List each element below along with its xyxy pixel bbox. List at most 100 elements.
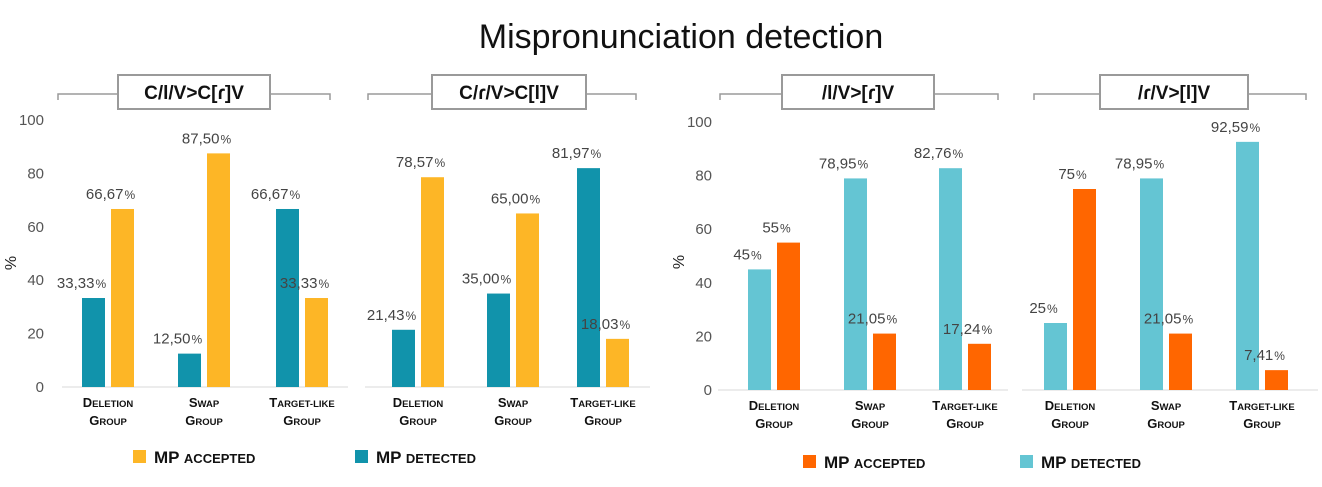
data-label-accepted-deletion-group: 75% (1058, 166, 1087, 183)
category-label-target-like-group-line2: GROUP (946, 416, 984, 431)
bar-detected-deletion-group (748, 269, 771, 390)
bar-detected-swap-group (844, 178, 867, 390)
bar-detected-swap-group (1140, 178, 1163, 390)
data-label-detected-swap-group: 78,95% (819, 155, 869, 172)
data-label-accepted-target-like-group: 17,24% (943, 321, 993, 338)
panel-title-box (781, 74, 935, 110)
chart-panel-1: C/l/V>C[ɾ]V 33,33% 66,67% DELETION GROUP 12,5… (57, 74, 348, 428)
y-axes: 0 20 40 60 80 100% 0 20 40 60 80 100% (3, 112, 712, 399)
bar-detected-target-like-group (1236, 141, 1259, 390)
data-label-accepted-swap-group: 65,00% (491, 190, 541, 207)
category-label-deletion-group-line2: GROUP (1051, 416, 1089, 431)
bar-accepted-target-like-group (305, 298, 328, 387)
legend-label-detected: MP DETECTED (376, 448, 476, 467)
y-tick-label: 0 (36, 379, 44, 396)
category-label-target-like-group: TARGET-LIKE (1229, 398, 1294, 413)
bar-accepted-swap-group (873, 333, 896, 390)
y-tick-label: 40 (27, 272, 44, 289)
panel-title: C/l/V>C[ɾ]V (144, 83, 244, 104)
bar-detected-target-like-group (939, 168, 962, 390)
legend-swatch-accepted (133, 450, 146, 463)
bar-detected-target-like-group (276, 208, 299, 387)
data-label-detected-deletion-group: 33,33% (57, 275, 107, 292)
y-tick-label: 80 (27, 165, 44, 182)
y-axis-2: 0 20 40 60 80 100% (671, 114, 712, 399)
category-label-deletion-group: DELETION (749, 398, 800, 413)
data-label-detected-swap-group: 12,50% (153, 331, 203, 348)
y-axis-label: % (671, 255, 688, 269)
data-label-accepted-swap-group: 87,50% (182, 130, 232, 147)
y-tick-label: 20 (27, 326, 44, 343)
category-label-swap-group-line2: GROUP (1147, 416, 1185, 431)
panel-title-box (117, 74, 271, 110)
data-label-detected-target-like-group: 66,67% (251, 186, 301, 203)
bar-detected-swap-group (487, 293, 510, 387)
panel-title-box (1099, 74, 1249, 110)
bar-accepted-swap-group (516, 213, 539, 387)
bar-accepted-deletion-group (421, 177, 444, 387)
legends: MP ACCEPTED MP DETECTED MP ACCEPTED MP DETE… (133, 448, 1141, 472)
panel-title: C/ɾ/V>C[l]V (459, 83, 559, 104)
data-label-accepted-target-like-group: 7,41% (1244, 347, 1285, 364)
y-tick-label: 80 (695, 168, 712, 185)
data-label-accepted-target-like-group: 33,33% (280, 275, 330, 292)
y-tick-label: 100 (19, 112, 44, 129)
category-label-target-like-group-line2: GROUP (1243, 416, 1281, 431)
bar-detected-deletion-group (1044, 323, 1067, 390)
bar-detected-swap-group (178, 353, 201, 387)
y-tick-label: 100 (687, 114, 712, 131)
chart-panel-3: /l/V>[ɾ]V 45%55% DELETION GROUP 78,95% 21,05%… (718, 74, 1008, 431)
data-label-accepted-deletion-group: 66,67% (86, 186, 136, 203)
y-tick-label: 0 (704, 382, 712, 399)
y-tick-label: 60 (27, 219, 44, 236)
data-label-detected-deletion-group: 21,43% (367, 307, 417, 324)
data-label-accepted-deletion-group: 55% (762, 220, 791, 237)
data-label-accepted-swap-group: 21,05% (848, 311, 898, 328)
data-label-detected-deletion-group: 25% (1029, 300, 1058, 317)
y-axis-1: 0 20 40 60 80 100% (3, 112, 44, 396)
y-tick-label: 40 (695, 275, 712, 292)
y-tick-label: 60 (695, 221, 712, 238)
data-label-detected-swap-group: 78,95% (1115, 155, 1165, 172)
panel-title: /ɾ/V>[l]V (1138, 83, 1211, 104)
bar-detected-deletion-group (82, 298, 105, 387)
legend-swatch-detected (1020, 455, 1033, 468)
figure-title: Mispronunciation detection (479, 18, 883, 56)
category-label-target-like-group-line2: GROUP (584, 413, 622, 428)
category-label-deletion-group: DELETION (1045, 398, 1096, 413)
category-label-deletion-group-line2: GROUP (755, 416, 793, 431)
chart-panels: C/l/V>C[ɾ]V 33,33% 66,67% DELETION GROUP 12,5… (57, 74, 1318, 431)
panel-title: /l/V>[ɾ]V (822, 83, 895, 104)
category-label-swap-group: SWAP (1151, 398, 1182, 413)
chart-panel-2: C/ɾ/V>C[l]V 21,43% 78,57% DELETION GROUP 35,0… (365, 74, 650, 428)
category-label-target-like-group: TARGET-LIKE (570, 395, 635, 410)
bar-accepted-swap-group (207, 153, 230, 387)
legend-swatch-accepted (803, 455, 816, 468)
y-axis-label: % (3, 256, 20, 270)
bar-accepted-target-like-group (1265, 370, 1288, 390)
bar-accepted-target-like-group (606, 338, 629, 387)
category-label-deletion-group-line2: GROUP (399, 413, 437, 428)
category-label-deletion-group: DELETION (393, 395, 444, 410)
category-label-target-like-group: TARGET-LIKE (932, 398, 997, 413)
category-label-swap-group-line2: GROUP (851, 416, 889, 431)
category-label-deletion-group: DELETION (83, 395, 134, 410)
data-label-accepted-swap-group: 21,05% (1144, 311, 1194, 328)
chart-panel-4: /ɾ/V>[l]V 25% 75% DELETION GROUP 78,95% 21,05%… (1022, 74, 1318, 431)
bar-accepted-deletion-group (777, 242, 800, 390)
data-label-detected-swap-group: 35,00% (462, 271, 512, 288)
data-label-detected-deletion-group: 45% (733, 246, 762, 263)
category-label-swap-group-line2: GROUP (185, 413, 223, 428)
bar-detected-target-like-group (577, 168, 600, 387)
data-label-detected-target-like-group: 92,59% (1211, 119, 1261, 136)
y-tick-label: 20 (695, 328, 712, 345)
data-label-detected-target-like-group: 82,76% (914, 145, 964, 162)
data-label-accepted-deletion-group: 78,57% (396, 154, 446, 171)
bar-detected-deletion-group (392, 329, 415, 387)
category-label-target-like-group: TARGET-LIKE (269, 395, 334, 410)
legend-left: MP ACCEPTED MP DETECTED (133, 448, 476, 467)
bar-accepted-deletion-group (111, 208, 134, 387)
data-label-accepted-target-like-group: 18,03% (581, 316, 631, 333)
bar-accepted-target-like-group (968, 343, 991, 390)
